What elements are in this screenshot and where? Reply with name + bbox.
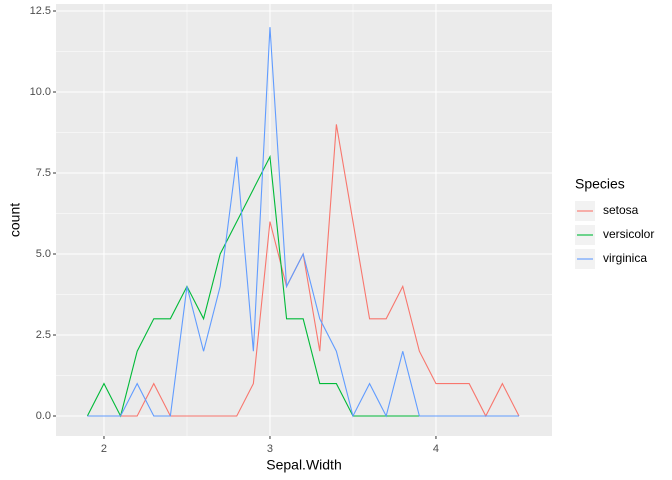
legend-title: Species (575, 176, 625, 192)
y-tick-label: 2.5 (36, 329, 51, 341)
x-axis-label: Sepal.Width (266, 457, 341, 473)
legend-label: setosa (603, 203, 639, 217)
y-tick-label: 10.0 (30, 86, 51, 98)
y-tick-label: 7.5 (36, 167, 51, 179)
panel (56, 4, 552, 436)
y-tick-label: 0.0 (36, 410, 51, 422)
series-line (87, 27, 519, 418)
x-tick-label: 3 (267, 443, 273, 455)
y-tick-label: 5.0 (36, 248, 51, 260)
legend-label: virginica (603, 251, 647, 265)
y-tick-label: 12.5 (30, 5, 51, 17)
legend-label: versicolor (603, 227, 654, 241)
y-axis-label: count (7, 203, 23, 237)
x-tick-label: 2 (101, 443, 107, 455)
x-tick-label: 4 (433, 443, 439, 455)
